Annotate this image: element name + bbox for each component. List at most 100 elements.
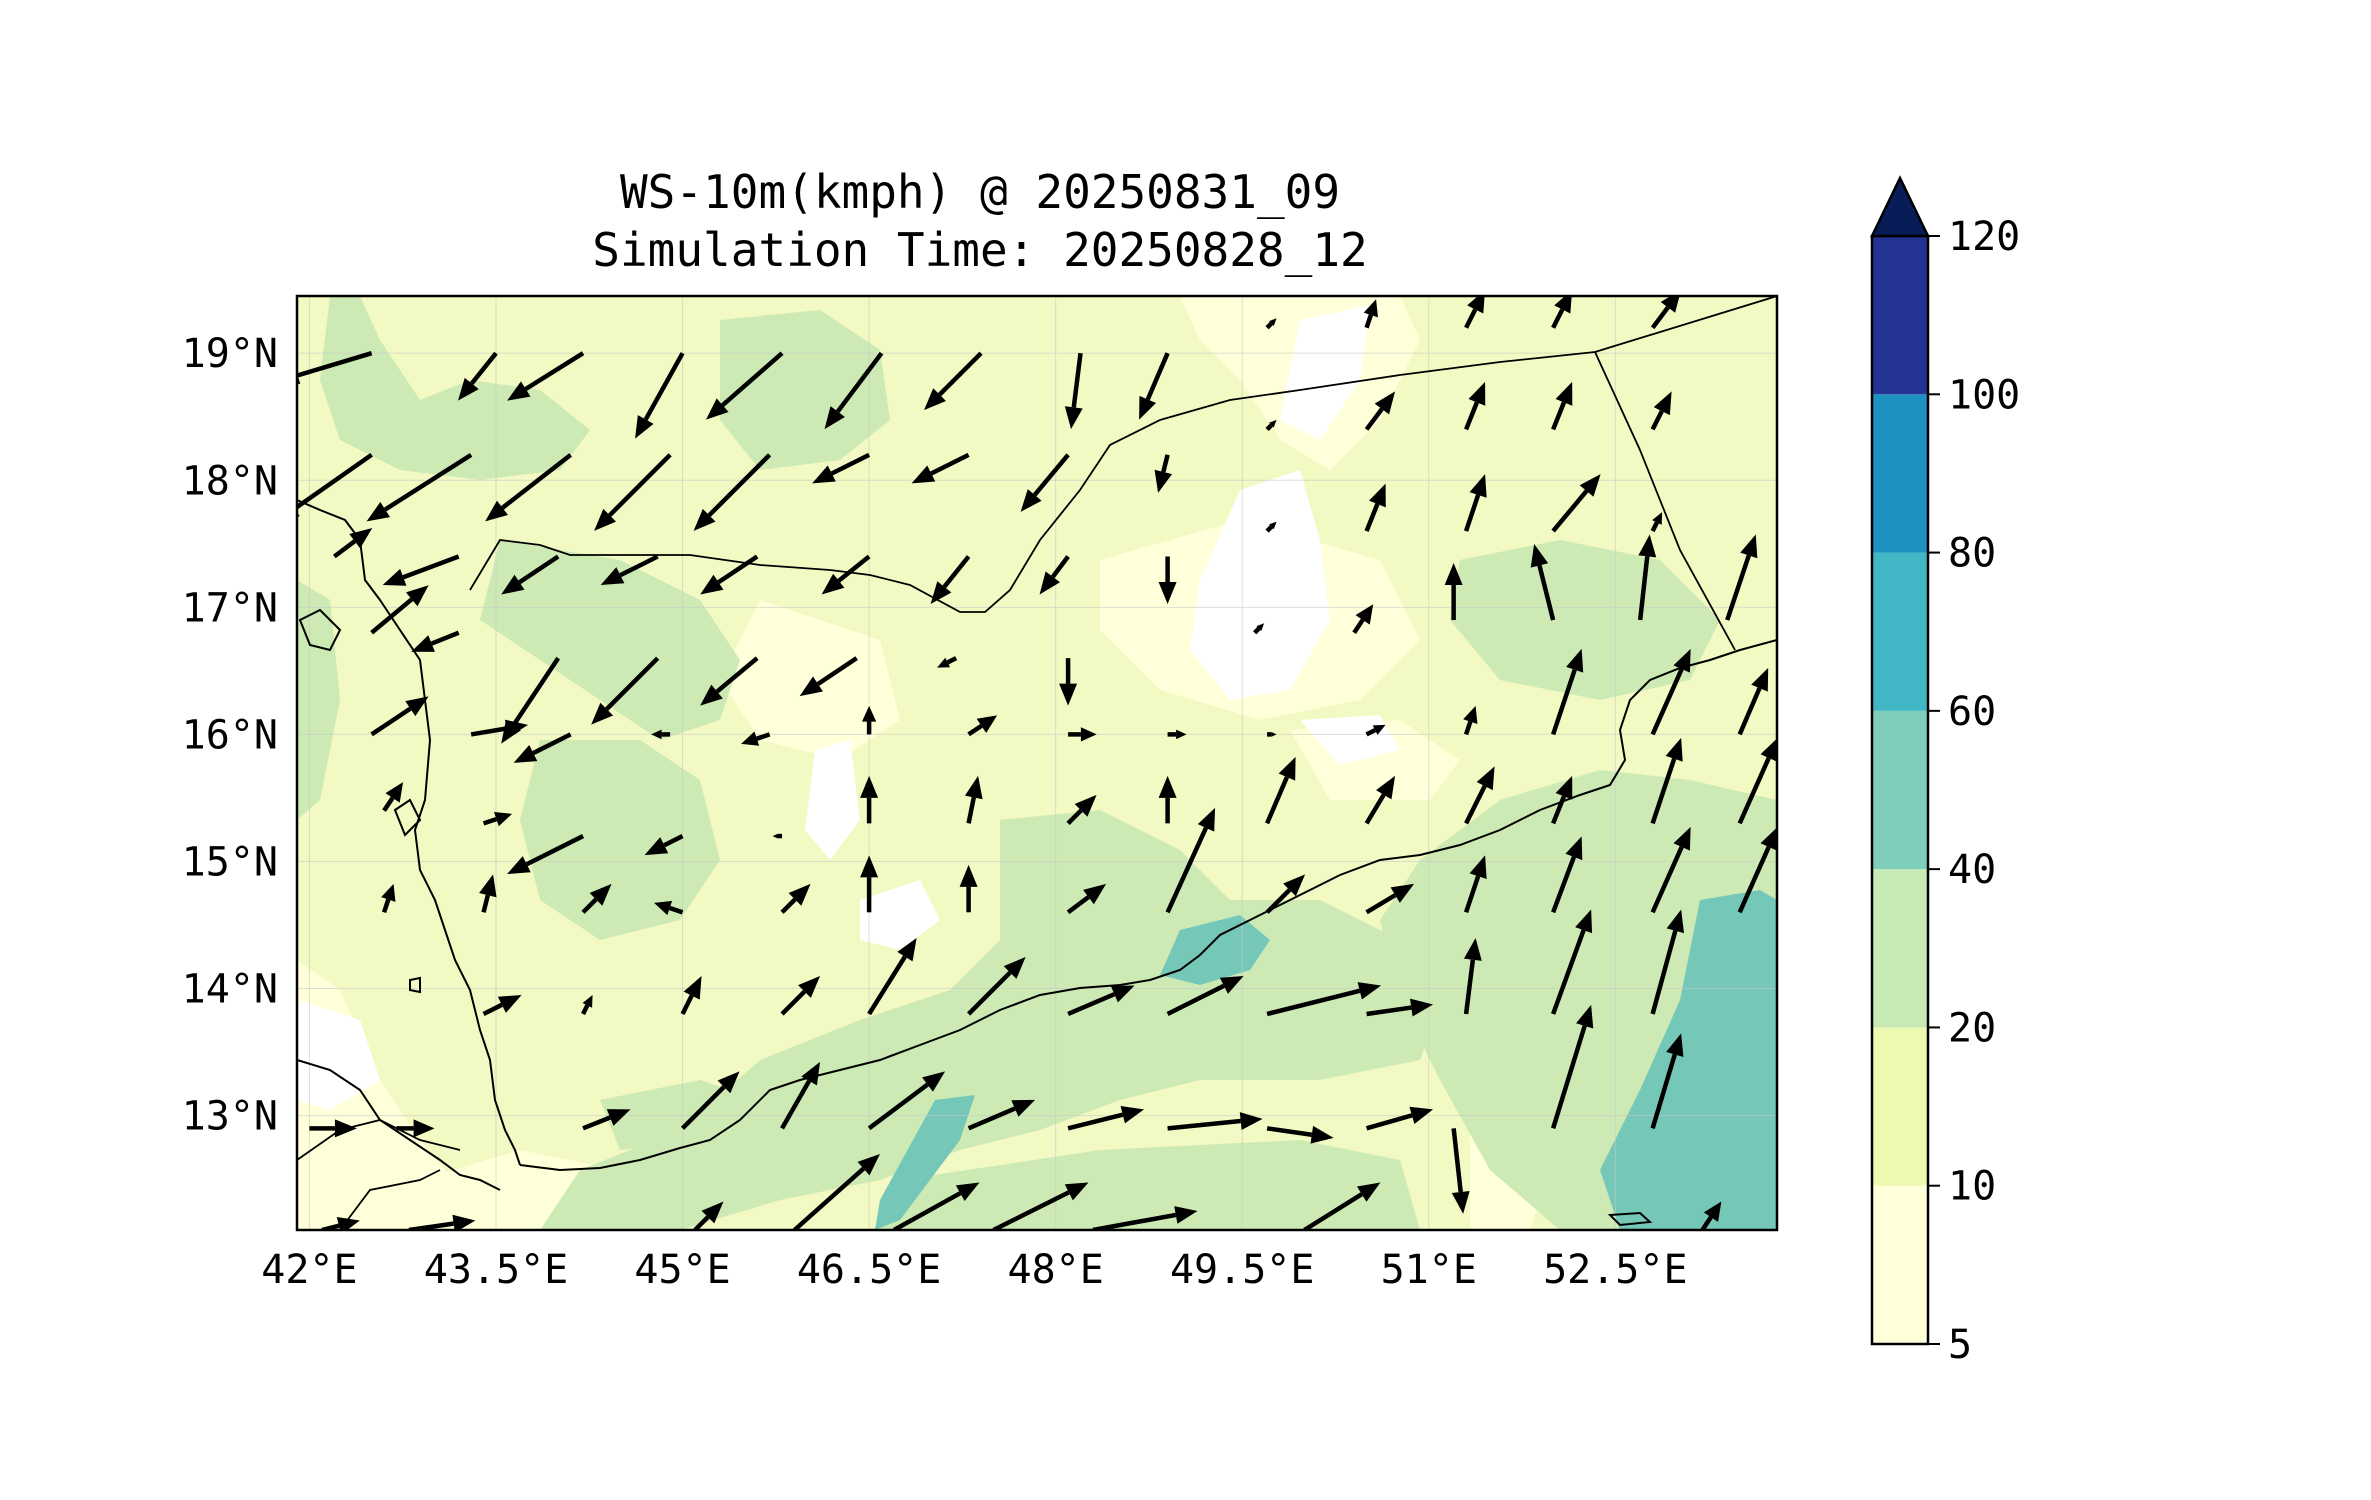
border-yemen-oman	[1594, 351, 1736, 651]
wind-arrow	[1725, 534, 1758, 621]
wind-arrow	[1267, 732, 1277, 737]
wind-arrow	[959, 864, 978, 913]
colorbar-segment	[1872, 1027, 1928, 1186]
wind-arrow	[507, 351, 585, 401]
wind-arrow	[1650, 391, 1672, 431]
wind-arrow	[741, 731, 771, 746]
wind-arrow	[1265, 521, 1277, 533]
lat-tick-label: 17°N	[182, 585, 278, 631]
wind-arrow	[1158, 775, 1177, 824]
wind-arrow	[967, 1099, 1036, 1131]
wind-arrow	[1464, 296, 1485, 329]
colorbar-tick-label: 5	[1948, 1322, 1972, 1368]
shade-patch-strong	[875, 1095, 975, 1230]
colorbar-tick-label: 120	[1948, 214, 2020, 260]
wind-arrow	[457, 351, 498, 401]
wind-arrow	[780, 883, 811, 914]
wind-arrow	[654, 900, 684, 916]
lon-tick-label: 52.5°E	[1543, 1247, 1688, 1293]
shade-patch-moderate	[520, 740, 720, 940]
colorbar-segment	[1872, 236, 1928, 395]
wind-arrow	[581, 883, 612, 914]
wind-arrow	[1363, 299, 1378, 329]
wind-arrow	[1352, 604, 1374, 634]
map-frame	[295, 294, 1779, 1232]
gulf-of-aden-coastline	[519, 639, 1777, 1172]
wind-arrow	[1066, 883, 1107, 915]
lon-tick-label: 43.5°E	[424, 1247, 569, 1293]
wind-arrow	[1039, 555, 1070, 595]
wind-arrow	[892, 1182, 980, 1230]
wind-arrow	[332, 528, 373, 559]
wind-arrow	[1700, 1201, 1722, 1230]
wind-arrow	[1463, 705, 1478, 736]
wind-arrow	[1737, 827, 1777, 914]
red-sea-coastline	[297, 499, 521, 1166]
wind-arrow	[370, 585, 429, 635]
wind-arrow	[370, 696, 429, 737]
colorbar-extend-triangle	[1870, 175, 1930, 238]
wind-arrow	[366, 452, 473, 522]
wind-arrow	[1637, 534, 1657, 621]
title-line-1: WS-10m(kmph) @ 20250831_09	[620, 165, 1340, 219]
wind-arrow	[772, 833, 783, 839]
wind-arrow	[1303, 1182, 1381, 1230]
wind-arrow	[937, 656, 958, 668]
wind-arrow	[1064, 352, 1083, 430]
wind-arrow	[1551, 775, 1573, 825]
wind-arrow	[860, 855, 879, 913]
wind-arrow	[861, 705, 877, 735]
wind-arrow	[1265, 874, 1306, 914]
island-outline	[409, 976, 421, 994]
wind-arrow	[1253, 623, 1265, 635]
wind-arrow	[1067, 985, 1135, 1017]
wind-arrow	[507, 834, 585, 875]
wind-arrow	[1464, 766, 1495, 825]
latitude-axis: 19°N 18°N 17°N 16°N 15°N 14°N 13°N	[182, 331, 278, 1139]
lon-tick-label: 49.5°E	[1170, 1247, 1315, 1293]
wind-arrow	[1650, 1033, 1684, 1129]
wind-arrow	[1020, 453, 1070, 512]
african-coastline	[297, 1059, 501, 1191]
lon-tick-label: 48°E	[1007, 1247, 1103, 1293]
wind-arrow	[501, 554, 560, 595]
wind-arrow	[1167, 729, 1187, 740]
wind-arrow	[1550, 648, 1584, 736]
wind-arrow	[1266, 982, 1382, 1017]
colorbar-segment	[1872, 1185, 1928, 1344]
wind-arrow	[1530, 544, 1556, 621]
wind-arrow	[693, 453, 772, 531]
shade-patch-calm	[1280, 305, 1370, 440]
wind-arrow	[967, 715, 998, 737]
wind-arrow	[1463, 937, 1482, 1015]
colorbar-tick-label: 10	[1948, 1164, 1996, 1210]
wind-arrow	[1444, 563, 1463, 621]
wind-arrow	[381, 883, 396, 914]
colorbar-tick-label: 60	[1948, 689, 1996, 735]
wind-arrow	[693, 1201, 724, 1230]
shade-patch-strong	[1600, 890, 1777, 1230]
wind-arrow	[1551, 909, 1593, 1015]
wind-arrow	[382, 782, 404, 812]
wind-arrow	[1059, 658, 1078, 706]
wind-arrow	[780, 1061, 821, 1130]
lat-tick-label: 16°N	[182, 712, 278, 758]
border-eritrea-ethiopia	[297, 1119, 461, 1161]
colorbar-segment	[1872, 869, 1928, 1028]
wind-arrow	[1266, 1125, 1334, 1144]
wind-arrow	[1365, 724, 1386, 737]
border-saudi-yemen	[469, 351, 1596, 613]
country-borders	[297, 296, 1777, 1230]
shade-patch-moderate	[320, 296, 590, 480]
wind-arrow	[591, 656, 660, 725]
wind-arrow	[824, 351, 884, 430]
wind-arrow	[582, 1109, 631, 1131]
wind-arrow	[700, 656, 759, 706]
map-panel: 42°E 43.5°E 45°E 46.5°E 48°E 49.5°E 51°E 52.5°E…	[182, 294, 1779, 1293]
wind-arrow	[396, 1119, 435, 1138]
wind-arrow	[1650, 826, 1691, 914]
wind-arrow	[1551, 296, 1572, 329]
shade-patch-lowest	[720, 600, 900, 760]
wind-arrow	[411, 630, 460, 652]
wind-arrow	[1650, 512, 1663, 533]
